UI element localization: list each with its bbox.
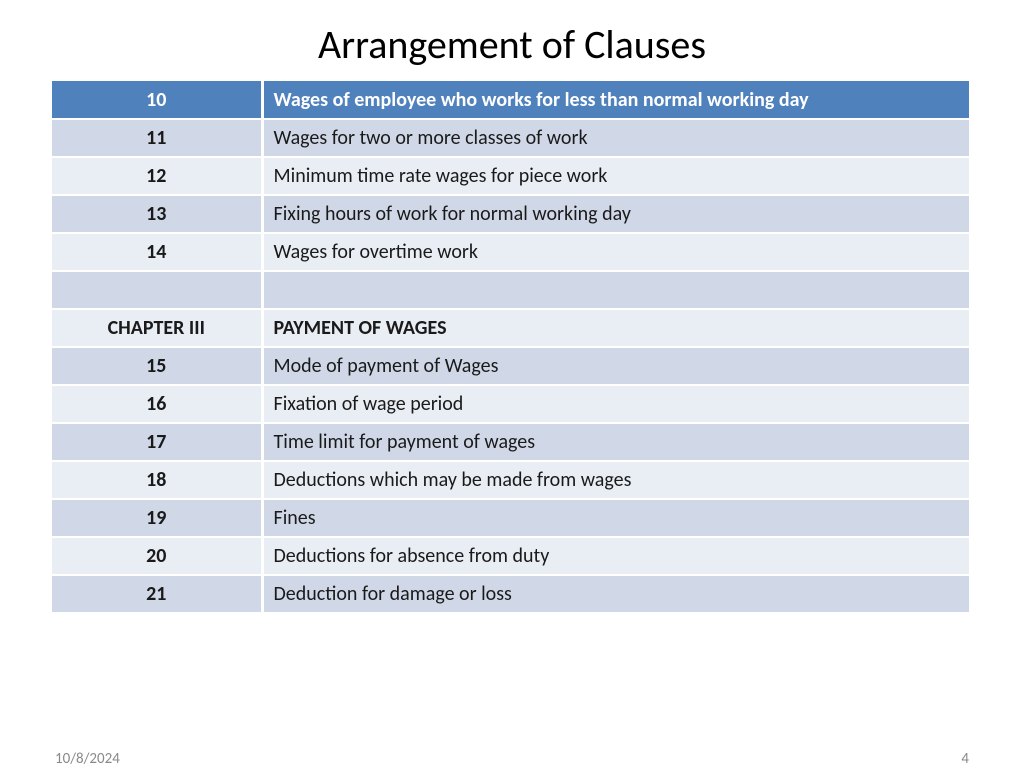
clause-description: Deduction for damage or loss <box>262 575 971 613</box>
clause-number: 16 <box>52 385 262 423</box>
table-row: 20Deductions for absence from duty <box>52 537 971 575</box>
table-row: 13Fixing hours of work for normal workin… <box>52 195 971 233</box>
table-row: 19Fines <box>52 499 971 537</box>
table-row: 11Wages for two or more classes of work <box>52 119 971 157</box>
clause-description: Wages for two or more classes of work <box>262 119 971 157</box>
clause-number: 10 <box>52 81 262 119</box>
clause-description: PAYMENT OF WAGES <box>262 309 971 347</box>
clause-description <box>262 271 971 309</box>
table-row <box>52 271 971 309</box>
clause-number: 19 <box>52 499 262 537</box>
clause-description: Fixation of wage period <box>262 385 971 423</box>
footer-page-number: 4 <box>961 750 969 768</box>
table-row: 12Minimum time rate wages for piece work <box>52 157 971 195</box>
page-title: Arrangement of Clauses <box>0 0 1024 81</box>
table-row: 17Time limit for payment of wages <box>52 423 971 461</box>
table-row: 15Mode of payment of Wages <box>52 347 971 385</box>
clause-description: Deductions for absence from duty <box>262 537 971 575</box>
clause-description: Minimum time rate wages for piece work <box>262 157 971 195</box>
clause-number: 15 <box>52 347 262 385</box>
clause-number: 13 <box>52 195 262 233</box>
table-row: 16Fixation of wage period <box>52 385 971 423</box>
clause-number: CHAPTER III <box>52 309 262 347</box>
clause-description: Time limit for payment of wages <box>262 423 971 461</box>
clause-description: Deductions which may be made from wages <box>262 461 971 499</box>
clause-description: Fines <box>262 499 971 537</box>
clause-description: Wages of employee who works for less tha… <box>262 81 971 119</box>
clause-number: 18 <box>52 461 262 499</box>
header-row: 10Wages of employee who works for less t… <box>52 81 971 119</box>
footer-date: 10/8/2024 <box>55 750 120 768</box>
clause-number: 14 <box>52 233 262 271</box>
chapter-row: CHAPTER IIIPAYMENT OF WAGES <box>52 309 971 347</box>
clause-description: Fixing hours of work for normal working … <box>262 195 971 233</box>
clause-number: 20 <box>52 537 262 575</box>
clause-description: Wages for overtime work <box>262 233 971 271</box>
table-row: 18Deductions which may be made from wage… <box>52 461 971 499</box>
clause-number: 21 <box>52 575 262 613</box>
table-row: 14Wages for overtime work <box>52 233 971 271</box>
clause-number: 11 <box>52 119 262 157</box>
clause-number: 12 <box>52 157 262 195</box>
clause-number <box>52 271 262 309</box>
clauses-table: 10Wages of employee who works for less t… <box>52 81 972 614</box>
clause-description: Mode of payment of Wages <box>262 347 971 385</box>
clause-number: 17 <box>52 423 262 461</box>
table-row: 21Deduction for damage or loss <box>52 575 971 613</box>
